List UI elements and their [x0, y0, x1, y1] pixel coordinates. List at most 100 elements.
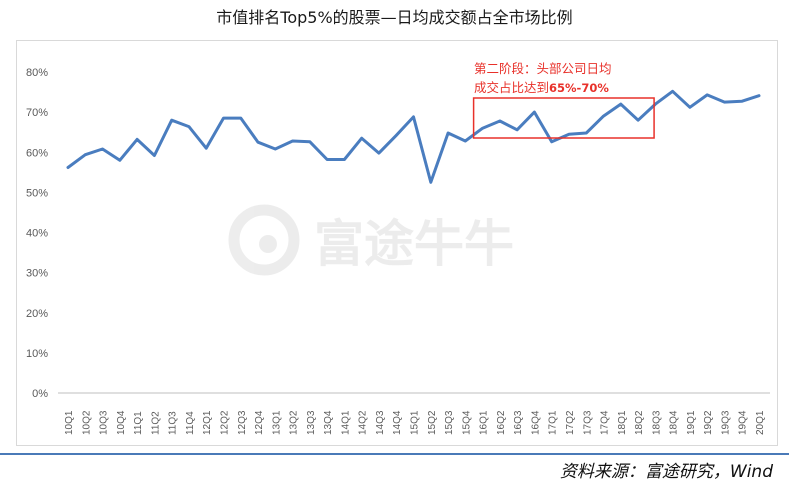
x-tick-label: 14Q1: [340, 410, 351, 435]
y-tick-label: 60%: [26, 147, 48, 159]
x-tick-label: 17Q3: [582, 410, 593, 435]
source-note: 资料来源：富途研究，Wind: [559, 462, 773, 482]
data-point: [602, 114, 605, 118]
data-point: [464, 139, 467, 143]
x-tick-label: 12Q4: [254, 410, 265, 435]
x-tick-label: 15Q2: [427, 410, 438, 435]
x-tick-label: 18Q1: [617, 410, 628, 435]
data-point: [170, 118, 173, 122]
y-tick-label: 70%: [26, 107, 48, 119]
data-point: [325, 158, 329, 161]
x-tick-label: 15Q4: [461, 410, 472, 435]
data-point: [567, 132, 571, 136]
x-tick-label: 18Q2: [634, 410, 645, 435]
footer-divider: [0, 453, 789, 455]
data-point: [446, 131, 450, 135]
data-point: [256, 141, 260, 144]
data-point: [619, 102, 622, 106]
x-tick-label: 19Q4: [738, 410, 749, 435]
y-tick-label: 30%: [26, 268, 48, 280]
watermark: 富途牛牛: [228, 204, 514, 276]
data-point: [412, 115, 415, 119]
y-tick-label: 80%: [26, 67, 48, 79]
x-tick-label: 19Q1: [686, 410, 697, 435]
x-tick-label: 11Q1: [133, 411, 144, 435]
x-tick-label: 10Q1: [64, 410, 75, 435]
data-point: [429, 181, 432, 184]
data-point: [187, 125, 191, 128]
annotation-box: [472, 97, 655, 139]
data-point: [395, 134, 398, 137]
x-tick-label: 20Q1: [755, 410, 766, 435]
data-point: [481, 126, 484, 130]
y-tick-label: 50%: [26, 187, 48, 199]
x-tick-label: 15Q1: [410, 410, 421, 435]
data-point: [135, 138, 139, 141]
x-tick-label: 17Q4: [600, 410, 611, 435]
data-point: [66, 166, 70, 169]
x-tick-label: 10Q4: [116, 410, 127, 435]
y-tick-label: 10%: [26, 348, 48, 360]
x-tick-label: 13Q4: [323, 410, 334, 435]
data-point: [101, 147, 104, 151]
x-tick-label: 11Q3: [168, 411, 179, 435]
x-tick-label: 10Q3: [99, 410, 110, 435]
x-tick-label: 17Q1: [548, 410, 559, 435]
data-point: [360, 137, 363, 140]
data-point: [515, 128, 519, 131]
x-tick-label: 13Q3: [306, 410, 317, 435]
watermark-text: 富途牛牛: [314, 215, 514, 273]
annotation-text-value: 65%-70%: [549, 81, 609, 95]
x-tick-label: 19Q3: [720, 410, 731, 435]
data-point: [533, 110, 536, 114]
data-point: [84, 153, 87, 156]
data-point: [291, 139, 294, 143]
x-tick-label: 16Q2: [496, 410, 507, 435]
data-point: [205, 147, 208, 150]
annotation-text-prefix: 成交占比达到: [474, 80, 549, 95]
x-tick-label: 13Q2: [289, 410, 300, 435]
x-tick-label: 16Q4: [530, 410, 541, 435]
x-tick-label: 15Q3: [444, 410, 455, 435]
x-tick-label: 17Q2: [565, 410, 576, 435]
watermark-logo-inner: [259, 235, 277, 253]
x-tick-label: 10Q2: [81, 410, 92, 435]
watermark-logo-icon: [228, 204, 300, 276]
annotation-text-line2: 成交占比达到65%-70%: [474, 80, 609, 95]
data-point: [757, 94, 761, 97]
data-point: [343, 158, 346, 161]
data-point: [239, 116, 242, 120]
x-tick-label: 14Q3: [375, 410, 386, 435]
data-point: [705, 93, 709, 97]
y-tick-label: 40%: [26, 228, 48, 240]
y-tick-label: 0%: [32, 388, 48, 400]
data-point: [740, 100, 743, 103]
x-tick-label: 18Q4: [669, 410, 680, 435]
data-point: [118, 159, 122, 162]
data-point: [671, 90, 674, 93]
x-tick-label: 16Q1: [479, 410, 490, 435]
data-point: [550, 140, 553, 144]
x-tick-label: 12Q2: [219, 410, 230, 435]
chart-title: 市值排名Top5%的股票—日均成交额占全市场比例: [216, 8, 573, 27]
data-point: [377, 151, 381, 155]
x-tick-label: 11Q4: [185, 411, 196, 435]
data-point: [636, 118, 640, 122]
data-point: [153, 154, 156, 157]
data-point: [585, 131, 588, 135]
data-point: [274, 147, 277, 151]
x-tick-label: 12Q1: [202, 410, 213, 435]
data-point: [308, 140, 312, 144]
x-tick-label: 14Q2: [358, 410, 369, 435]
x-tick-label: 11Q2: [150, 411, 161, 435]
x-tick-label: 12Q3: [237, 410, 248, 435]
x-tick-label: 13Q1: [271, 410, 282, 435]
data-point: [498, 119, 502, 123]
data-point: [222, 116, 225, 120]
x-tick-label: 16Q3: [513, 410, 524, 435]
data-point: [723, 100, 726, 104]
data-point: [688, 106, 692, 109]
x-tick-label: 18Q3: [651, 410, 662, 435]
annotation-text-line1: 第二阶段：头部公司日均: [474, 61, 612, 76]
